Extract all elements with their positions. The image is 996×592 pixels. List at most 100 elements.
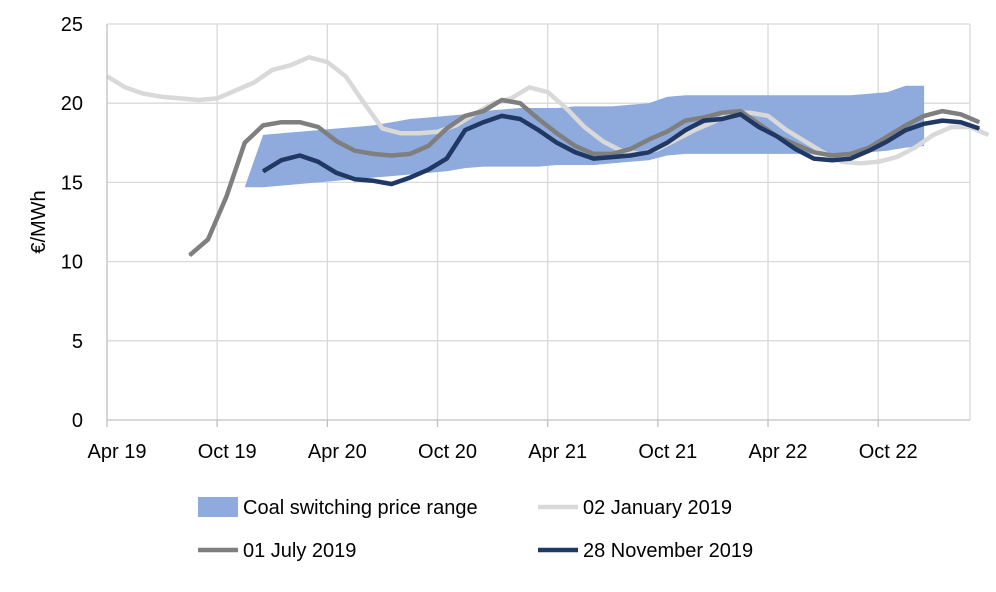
series-layer (105, 55, 990, 258)
series-1 (188, 97, 981, 258)
data-point (831, 154, 833, 157)
data-point (262, 170, 264, 172)
data-point (978, 121, 980, 123)
data-point (694, 129, 696, 131)
y-tick-label: 25 (61, 14, 83, 36)
data-point (317, 161, 319, 163)
legend-label: Coal switching price range (243, 497, 478, 519)
data-point (629, 148, 631, 150)
axis-layer: 0 5 10 15 20 25 Apr 19 Oct 19 Apr 20 Oct 20 Apr 21… (28, 14, 970, 463)
data-point (216, 97, 218, 99)
data-point (583, 126, 586, 128)
data-point (703, 120, 705, 122)
series-2 (261, 112, 980, 187)
legend-item: 01 July 2019 (198, 540, 356, 562)
data-point (253, 82, 255, 84)
data-point (372, 153, 374, 155)
data-point (886, 135, 889, 138)
data-point (923, 115, 925, 117)
data-point (464, 129, 466, 131)
data-point (482, 110, 484, 112)
legend-item: 02 January 2019 (538, 497, 732, 519)
series-0 (105, 55, 990, 166)
data-point (739, 110, 742, 112)
x-tick-label: Apr 21 (528, 441, 587, 463)
data-point (941, 110, 944, 112)
data-point (987, 134, 990, 136)
legend-item: 28 November 2019 (538, 540, 753, 562)
data-point (280, 159, 282, 161)
data-point (776, 135, 778, 138)
data-point (905, 124, 907, 126)
data-point (813, 158, 815, 160)
data-point (446, 158, 448, 160)
data-point (886, 140, 889, 142)
data-point (189, 254, 191, 256)
data-point (345, 75, 347, 77)
data-point (519, 102, 521, 104)
data-point (593, 158, 595, 160)
data-point (666, 142, 668, 144)
y-tick-label: 0 (72, 410, 83, 432)
series-line (188, 97, 981, 258)
data-point (859, 162, 861, 164)
data-point (941, 120, 944, 122)
data-point (354, 150, 356, 152)
data-point (372, 180, 374, 182)
data-point (758, 126, 760, 128)
y-axis-label: €/MWh (28, 190, 50, 253)
data-point (482, 121, 484, 123)
data-point (804, 140, 806, 142)
data-point (225, 196, 227, 198)
data-point (290, 64, 292, 66)
legend-label: 02 January 2019 (583, 497, 732, 519)
x-tick-label: Oct 19 (198, 441, 257, 463)
data-point (785, 129, 788, 131)
data-point (161, 96, 163, 98)
data-point (960, 121, 962, 123)
x-tick-label: Apr 22 (749, 441, 808, 463)
y-tick-label: 5 (72, 331, 83, 353)
data-point (381, 127, 383, 130)
data-point (574, 145, 576, 147)
data-point (409, 153, 411, 155)
data-point (280, 121, 282, 123)
data-point (703, 116, 705, 119)
data-point (427, 169, 429, 171)
x-tick-label: Oct 20 (418, 441, 477, 463)
legend: Coal switching price range 02 January 201… (198, 497, 753, 562)
data-point (721, 112, 723, 114)
data-point (464, 115, 466, 117)
data-point (648, 139, 650, 141)
data-point (446, 127, 448, 130)
data-point (923, 123, 925, 125)
data-point (427, 145, 429, 147)
data-point (271, 69, 273, 71)
data-point (932, 134, 934, 136)
data-point (418, 132, 420, 134)
data-point (510, 97, 512, 99)
data-point (565, 107, 567, 109)
data-point (537, 129, 540, 131)
data-point (602, 140, 604, 142)
data-point (262, 124, 264, 126)
x-tick-label: Oct 22 (859, 441, 918, 463)
y-tick-label: 20 (61, 93, 83, 115)
data-point (244, 142, 246, 144)
data-point (593, 153, 595, 155)
data-point (326, 61, 328, 63)
data-point (850, 153, 852, 155)
data-point (207, 238, 209, 240)
data-point (960, 113, 962, 115)
data-point (335, 172, 338, 174)
data-point (767, 115, 769, 117)
data-point (308, 56, 310, 58)
data-point (611, 156, 613, 158)
legend-swatch-band (198, 497, 238, 517)
data-point (391, 154, 393, 157)
data-point (813, 151, 815, 153)
series-line (261, 112, 980, 187)
data-point (877, 161, 879, 163)
x-tick-label: Apr 20 (308, 441, 367, 463)
